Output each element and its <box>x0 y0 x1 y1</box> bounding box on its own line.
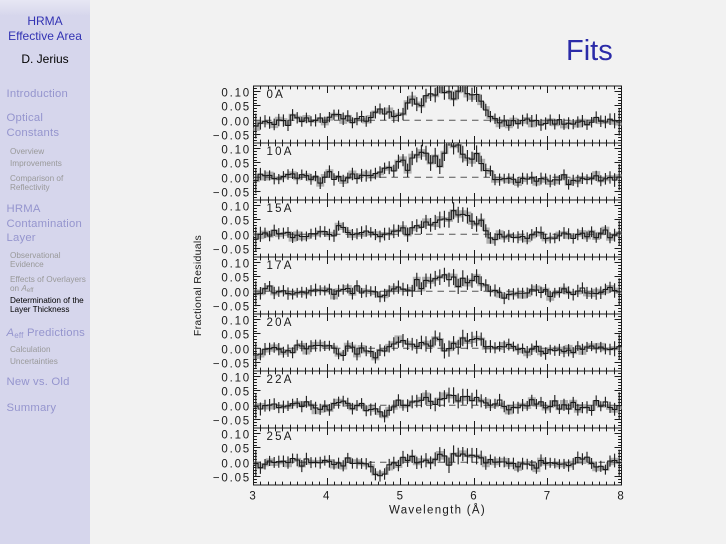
svg-text:−0.05: −0.05 <box>213 245 251 257</box>
svg-text:10A: 10A <box>267 146 294 158</box>
svg-text:5: 5 <box>397 491 405 503</box>
svg-text:0.00: 0.00 <box>221 345 251 357</box>
svg-text:−0.05: −0.05 <box>213 416 251 428</box>
svg-text:0.00: 0.00 <box>221 459 251 471</box>
svg-text:8: 8 <box>617 491 625 503</box>
svg-text:17A: 17A <box>267 260 294 272</box>
svg-text:−0.05: −0.05 <box>213 188 251 200</box>
svg-text:0.05: 0.05 <box>221 273 251 285</box>
svg-text:0.05: 0.05 <box>221 387 251 399</box>
svg-text:0.10: 0.10 <box>221 259 251 271</box>
svg-text:0.10: 0.10 <box>221 373 251 385</box>
svg-text:22A: 22A <box>267 374 294 386</box>
svg-text:Fractional Residuals: Fractional Residuals <box>192 235 204 336</box>
svg-text:3: 3 <box>249 491 257 503</box>
svg-text:0.10: 0.10 <box>221 145 251 157</box>
svg-text:−0.05: −0.05 <box>213 131 251 143</box>
svg-text:0.00: 0.00 <box>221 231 251 243</box>
svg-text:0.10: 0.10 <box>221 88 251 100</box>
svg-text:0.05: 0.05 <box>221 444 251 456</box>
svg-text:−0.05: −0.05 <box>213 302 251 314</box>
svg-text:25A: 25A <box>267 431 294 443</box>
svg-text:0.00: 0.00 <box>221 402 251 414</box>
svg-text:−0.05: −0.05 <box>213 359 251 371</box>
svg-text:0.05: 0.05 <box>221 216 251 228</box>
svg-text:−0.05: −0.05 <box>213 473 251 485</box>
svg-text:6: 6 <box>470 491 478 503</box>
svg-text:0.00: 0.00 <box>221 288 251 300</box>
svg-text:15A: 15A <box>267 203 294 215</box>
svg-text:0A: 0A <box>267 89 285 101</box>
svg-text:20A: 20A <box>267 317 294 329</box>
svg-text:7: 7 <box>544 491 552 503</box>
svg-text:0.10: 0.10 <box>221 202 251 214</box>
svg-text:0.05: 0.05 <box>221 102 251 114</box>
svg-text:0.05: 0.05 <box>221 330 251 342</box>
svg-text:0.10: 0.10 <box>221 430 251 442</box>
svg-text:0.10: 0.10 <box>221 316 251 328</box>
svg-text:4: 4 <box>323 491 331 503</box>
svg-text:0.00: 0.00 <box>221 117 251 129</box>
svg-text:0.00: 0.00 <box>221 174 251 186</box>
svg-text:0.05: 0.05 <box>221 159 251 171</box>
svg-text:Wavelength (Å): Wavelength (Å) <box>389 504 486 517</box>
